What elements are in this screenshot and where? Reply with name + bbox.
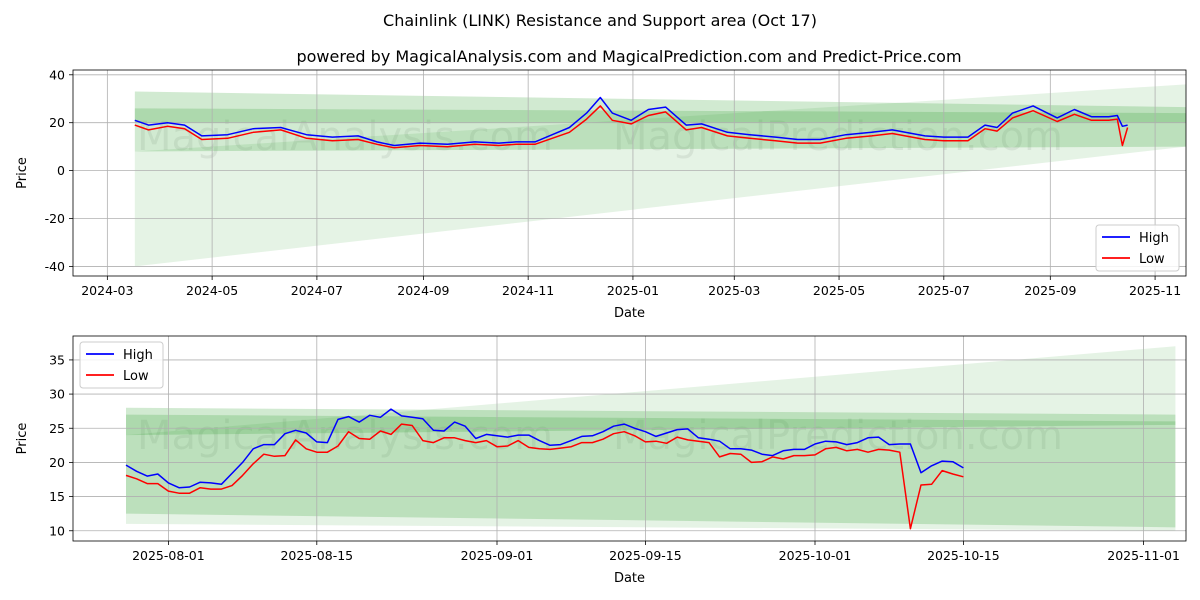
legend-label-high: High (1139, 231, 1169, 246)
chart-panel-2: MagicalAnalysis.com MagicalPrediction.com… (15, 335, 1187, 586)
watermark-right: MagicalPrediction.com (613, 413, 1063, 459)
series-line-high (134, 96, 1128, 147)
plot-area: MagicalAnalysis.com MagicalPrediction.com (73, 70, 1186, 276)
x-tick-label: 2025-01 (607, 283, 659, 298)
plot-area: MagicalAnalysis.com MagicalPrediction.com (73, 336, 1186, 541)
axes-frame (72, 335, 1187, 542)
x-tick-label: 2024-03 (81, 283, 133, 298)
legend: High Low (1095, 224, 1180, 272)
y-tick-label: 15 (49, 489, 65, 504)
y-tick-label: 20 (49, 455, 65, 470)
x-tick-label: 2025-08-01 (132, 548, 205, 563)
x-tick-label: 2024-09 (397, 283, 449, 298)
y-tick-label: 35 (49, 352, 65, 367)
x-tick-label: 2024-07 (291, 283, 343, 298)
legend-label-low: Low (1139, 252, 1165, 267)
legend-label-low: Low (123, 369, 149, 384)
y-tick-label: 40 (49, 67, 65, 82)
series-line-low (134, 105, 1129, 149)
x-tick-label: 2025-09-01 (461, 548, 534, 563)
x-tick-label: 2025-03 (708, 283, 760, 298)
x-tick-label: 2025-09 (1024, 283, 1076, 298)
chart-panel-1: MagicalAnalysis.com MagicalPrediction.com… (15, 67, 1187, 321)
figure-title: Chainlink (LINK) Resistance and Support … (383, 11, 817, 30)
series-line-high (125, 408, 964, 489)
x-axis-label: Date (614, 571, 645, 586)
support-resistance-band-3 (126, 346, 1176, 531)
y-axis-label: Price (15, 157, 30, 189)
y-tick-label: 20 (49, 115, 65, 130)
y-tick-label: -20 (45, 211, 65, 226)
x-tick-label: 2025-05 (813, 283, 865, 298)
x-tick-label: 2025-11-01 (1107, 548, 1180, 563)
series-line-low (125, 423, 964, 530)
support-resistance-band-3 (134, 84, 1186, 267)
x-tick-label: 2025-09-15 (609, 548, 682, 563)
y-tick-label: 10 (49, 523, 65, 538)
support-resistance-band-2 (134, 108, 1186, 152)
x-tick-label: 2025-10-01 (779, 548, 852, 563)
y-tick-label: 30 (49, 387, 65, 402)
legend-label-high: High (123, 348, 153, 363)
x-tick-label: 2025-07 (918, 283, 970, 298)
x-tick-label: 2024-05 (186, 283, 238, 298)
x-tick-label: 2024-11 (502, 283, 554, 298)
figure-subtitle: powered by MagicalAnalysis.com and Magic… (296, 47, 961, 66)
legend: High Low (79, 341, 164, 389)
x-tick-label: 2025-11 (1129, 283, 1181, 298)
axes-frame (72, 69, 1187, 277)
y-tick-label: 25 (49, 421, 65, 436)
x-tick-label: 2025-10-15 (927, 548, 1000, 563)
y-tick-label: -40 (45, 259, 65, 274)
x-tick-label: 2025-08-15 (280, 548, 353, 563)
x-axis-label: Date (614, 306, 645, 321)
support-resistance-band-2 (126, 414, 1176, 528)
y-tick-label: 0 (57, 163, 65, 178)
y-axis-label: Price (15, 423, 30, 455)
watermark-right: MagicalPrediction.com (613, 114, 1063, 160)
